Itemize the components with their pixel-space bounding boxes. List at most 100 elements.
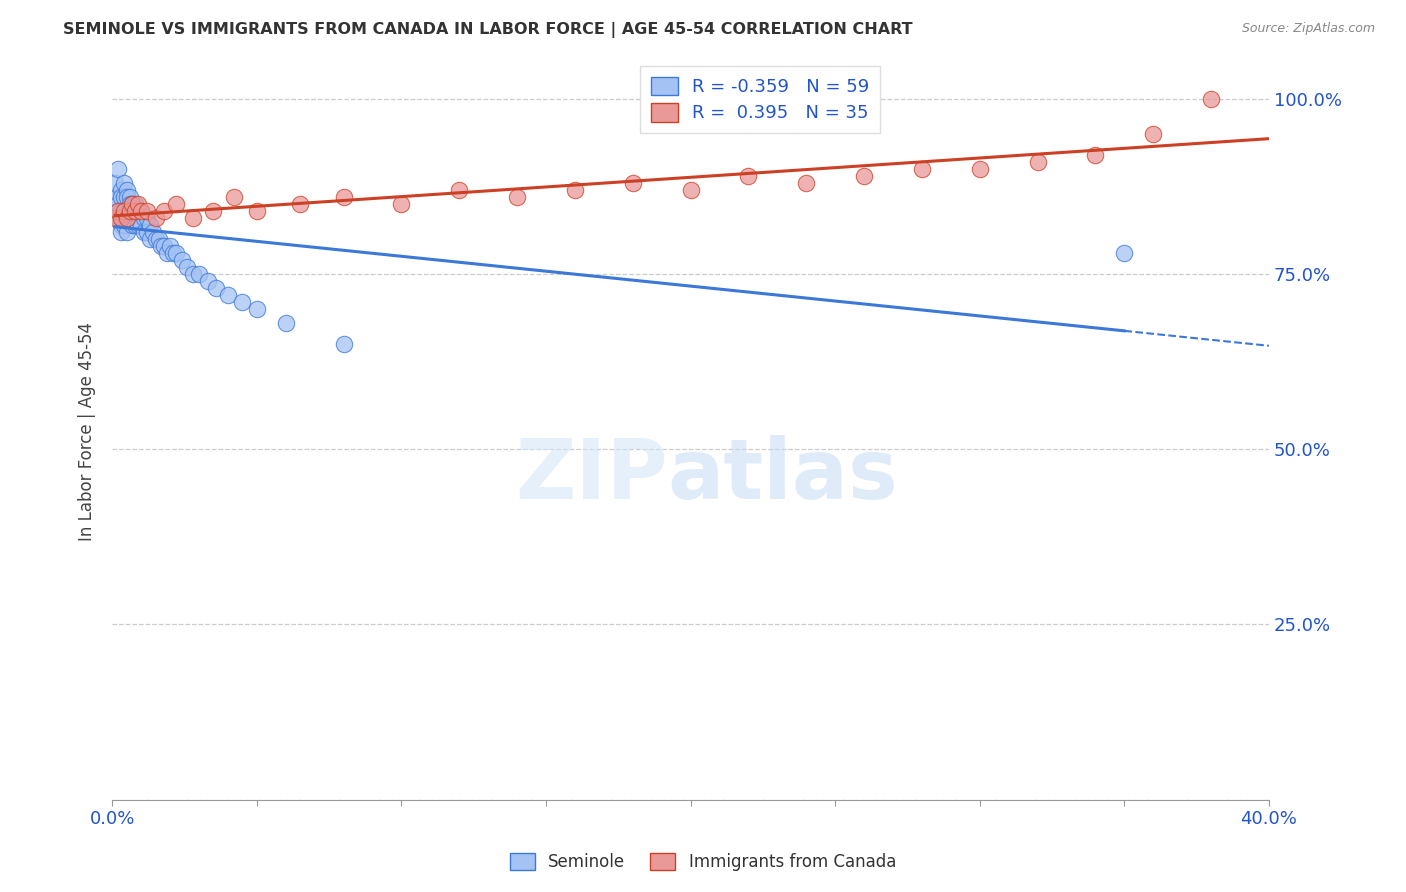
Point bbox=[853, 169, 876, 183]
Point bbox=[124, 211, 146, 226]
Point bbox=[391, 197, 413, 211]
Point bbox=[145, 232, 167, 246]
Point bbox=[274, 316, 297, 330]
Point bbox=[110, 225, 132, 239]
Point bbox=[170, 253, 193, 268]
Text: Source: ZipAtlas.com: Source: ZipAtlas.com bbox=[1241, 22, 1375, 36]
Point bbox=[129, 218, 152, 232]
Point bbox=[118, 211, 141, 226]
Point bbox=[110, 190, 132, 204]
Point bbox=[246, 302, 269, 317]
Point bbox=[127, 218, 149, 232]
Point bbox=[136, 211, 159, 226]
Point bbox=[124, 218, 146, 232]
Point bbox=[148, 232, 170, 246]
Point bbox=[121, 197, 143, 211]
Legend: Seminole, Immigrants from Canada: Seminole, Immigrants from Canada bbox=[502, 845, 904, 880]
Point bbox=[231, 295, 253, 310]
Point bbox=[124, 197, 146, 211]
Point bbox=[104, 190, 127, 204]
Point bbox=[115, 211, 138, 226]
Point bbox=[202, 204, 225, 219]
Point bbox=[176, 260, 198, 275]
Point bbox=[1026, 155, 1049, 169]
Point bbox=[115, 204, 138, 219]
Point bbox=[121, 197, 143, 211]
Point bbox=[142, 225, 165, 239]
Point bbox=[115, 190, 138, 204]
Point bbox=[107, 162, 129, 177]
Point bbox=[129, 204, 152, 219]
Point bbox=[124, 204, 146, 219]
Point bbox=[107, 211, 129, 226]
Point bbox=[181, 211, 204, 226]
Point bbox=[112, 204, 135, 219]
Point bbox=[564, 183, 586, 197]
Point bbox=[136, 225, 159, 239]
Point bbox=[911, 162, 934, 177]
Point bbox=[290, 197, 312, 211]
Point bbox=[115, 183, 138, 197]
Point bbox=[217, 288, 239, 302]
Point bbox=[737, 169, 759, 183]
Point bbox=[332, 190, 354, 204]
Point bbox=[104, 176, 127, 190]
Point bbox=[118, 204, 141, 219]
Text: SEMINOLE VS IMMIGRANTS FROM CANADA IN LABOR FORCE | AGE 45-54 CORRELATION CHART: SEMINOLE VS IMMIGRANTS FROM CANADA IN LA… bbox=[63, 22, 912, 38]
Point bbox=[132, 211, 155, 226]
Point bbox=[127, 197, 149, 211]
Point bbox=[127, 204, 149, 219]
Point bbox=[188, 267, 211, 281]
Point bbox=[112, 176, 135, 190]
Point bbox=[222, 190, 245, 204]
Point bbox=[156, 246, 179, 260]
Point bbox=[153, 204, 176, 219]
Point bbox=[139, 232, 162, 246]
Point bbox=[121, 218, 143, 232]
Point bbox=[332, 337, 354, 351]
Point bbox=[139, 218, 162, 232]
Point bbox=[969, 162, 991, 177]
Point bbox=[118, 190, 141, 204]
Point bbox=[112, 218, 135, 232]
Point bbox=[132, 225, 155, 239]
Point bbox=[107, 204, 129, 219]
Point bbox=[136, 204, 159, 219]
Point bbox=[181, 267, 204, 281]
Point bbox=[1114, 246, 1136, 260]
Point bbox=[1084, 148, 1107, 162]
Point bbox=[115, 225, 138, 239]
Point bbox=[107, 197, 129, 211]
Text: atlas: atlas bbox=[668, 435, 898, 516]
Point bbox=[121, 204, 143, 219]
Point bbox=[1142, 127, 1164, 141]
Point bbox=[104, 211, 127, 226]
Point bbox=[150, 239, 173, 253]
Point bbox=[110, 218, 132, 232]
Point bbox=[112, 204, 135, 219]
Point bbox=[449, 183, 471, 197]
Point bbox=[159, 239, 181, 253]
Point bbox=[129, 204, 152, 219]
Point bbox=[110, 183, 132, 197]
Point bbox=[110, 211, 132, 226]
Point bbox=[621, 176, 644, 190]
Point bbox=[110, 204, 132, 219]
Point bbox=[165, 197, 187, 211]
Point bbox=[118, 197, 141, 211]
Point bbox=[115, 211, 138, 226]
Point bbox=[197, 274, 219, 288]
Point bbox=[205, 281, 228, 295]
Point bbox=[794, 176, 817, 190]
Point bbox=[153, 239, 176, 253]
Point bbox=[165, 246, 187, 260]
Point bbox=[679, 183, 702, 197]
Text: ZIP: ZIP bbox=[515, 435, 668, 516]
Point bbox=[145, 211, 167, 226]
Point bbox=[162, 246, 184, 260]
Point bbox=[112, 190, 135, 204]
Point bbox=[246, 204, 269, 219]
Point bbox=[1199, 92, 1222, 106]
Legend: R = -0.359   N = 59, R =  0.395   N = 35: R = -0.359 N = 59, R = 0.395 N = 35 bbox=[640, 66, 880, 133]
Y-axis label: In Labor Force | Age 45-54: In Labor Force | Age 45-54 bbox=[79, 322, 96, 541]
